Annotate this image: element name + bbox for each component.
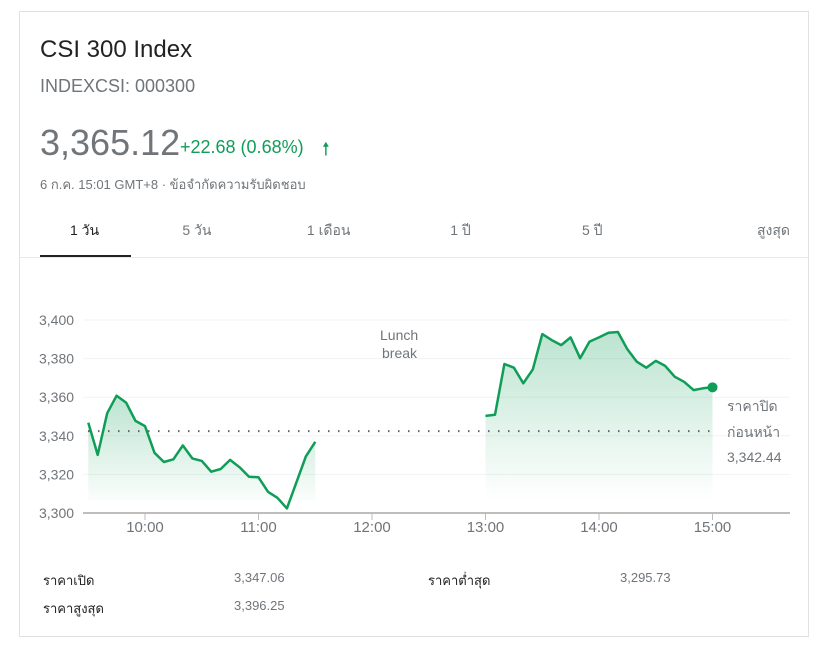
stock-card bbox=[19, 11, 809, 637]
tab-5-day[interactable]: 5 วัน bbox=[182, 222, 212, 238]
previous-close-label-1: ราคาปิด bbox=[727, 398, 778, 414]
previous-close-value: 3,342.44 bbox=[727, 449, 782, 465]
y-tick-label: 3,380 bbox=[39, 351, 74, 367]
x-tick-label: 15:00 bbox=[694, 519, 732, 536]
range-tabs: 1 วัน 5 วัน 1 เดือน 1 ปี 5 ปี สูงสุด bbox=[40, 212, 790, 258]
timestamp-line: 6 ก.ค. 15:01 GMT+8 · ข้อจำกัดความรับผิดช… bbox=[40, 177, 306, 192]
current-price-marker bbox=[707, 382, 718, 393]
x-tick-label: 13:00 bbox=[467, 519, 505, 536]
index-title: CSI 300 Index bbox=[40, 36, 193, 63]
tab-1-month[interactable]: 1 เดือน bbox=[306, 222, 351, 238]
y-tick-label: 3,400 bbox=[39, 312, 74, 328]
timestamp: 6 ก.ค. 15:01 GMT+8 bbox=[40, 177, 159, 192]
series-area-fill bbox=[88, 395, 316, 509]
y-tick-label: 3,320 bbox=[39, 466, 74, 482]
tab-1-year[interactable]: 1 ปี bbox=[450, 222, 471, 238]
ticker-symbol: INDEXCSI: 000300 bbox=[40, 76, 196, 96]
y-tick-label: 3,340 bbox=[39, 428, 74, 444]
x-tick-label: 14:00 bbox=[580, 519, 618, 536]
disclaimer-link[interactable]: ข้อจำกัดความรับผิดชอบ bbox=[169, 177, 306, 192]
stat-open-value: 3,347.06 bbox=[234, 570, 285, 585]
previous-close-label-2: ก่อนหน้า bbox=[727, 424, 780, 440]
lunch-break-label-2: break bbox=[382, 345, 418, 361]
stat-high-value: 3,396.25 bbox=[234, 598, 285, 613]
lunch-break-label-1: Lunch bbox=[380, 327, 418, 343]
series-area-fill bbox=[485, 332, 713, 500]
tab-1-day[interactable]: 1 วัน bbox=[40, 212, 131, 258]
series-line bbox=[485, 330, 713, 418]
tab-max[interactable]: สูงสุด bbox=[756, 222, 790, 238]
arrow-up-icon: 🠕 bbox=[322, 139, 330, 159]
tabs-divider bbox=[20, 257, 808, 258]
x-tick-label: 10:00 bbox=[126, 519, 164, 536]
tab-5-year[interactable]: 5 ปี bbox=[582, 222, 603, 238]
stat-low-value: 3,295.73 bbox=[620, 570, 671, 585]
current-price: 3,365.12 bbox=[40, 122, 181, 163]
price-change: +22.68 (0.68%) bbox=[180, 137, 304, 157]
x-tick-label: 11:00 bbox=[240, 519, 276, 536]
y-tick-label: 3,360 bbox=[39, 389, 74, 405]
series-line bbox=[87, 394, 317, 510]
x-tick-label: 12:00 bbox=[353, 519, 391, 536]
stat-open-label: ราคาเปิด bbox=[43, 573, 95, 588]
stat-high-label: ราคาสูงสุด bbox=[43, 601, 104, 616]
y-tick-label: 3,300 bbox=[39, 505, 74, 521]
stat-low-label: ราคาต่ำสุด bbox=[428, 573, 491, 588]
